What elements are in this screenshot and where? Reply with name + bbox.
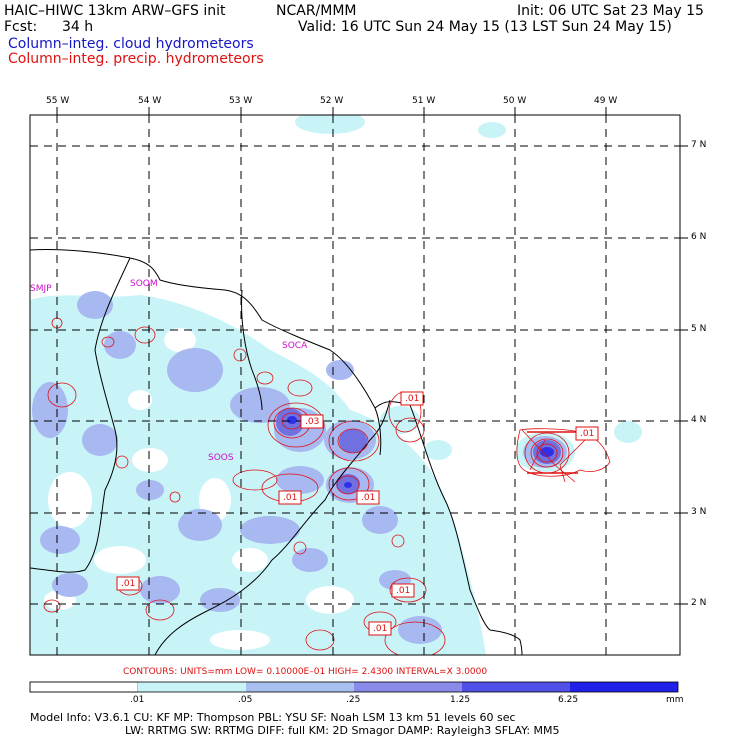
contour-label: .01 xyxy=(580,429,595,439)
lon-label: 49 W xyxy=(594,96,618,106)
init-time: Init: 06 UTC Sat 23 May 15 xyxy=(517,3,704,19)
lat-lon-grid xyxy=(30,115,680,655)
station-label: SOCA xyxy=(282,341,308,351)
forecast-label: Fcst: xyxy=(4,19,38,35)
contour-label: .01 xyxy=(283,493,298,503)
colorbar-tick: .01 xyxy=(130,695,145,705)
colorbar-tick: 1.25 xyxy=(450,695,471,705)
contour-label: .01 xyxy=(396,586,411,596)
lat-label: 4 N xyxy=(691,415,707,425)
contour-label: .03 xyxy=(305,417,320,427)
contour-info: CONTOURS: UNITS=mm LOW= 0.10000E–01 HIGH… xyxy=(123,667,488,677)
contour-label: .01 xyxy=(121,579,136,589)
contour-label: .01 xyxy=(405,394,420,404)
station-label: SOOS xyxy=(208,453,234,463)
organization-label: NCAR/MMM xyxy=(276,3,357,19)
lon-label: 53 W xyxy=(229,96,253,106)
station-label: SMJP xyxy=(30,284,52,294)
lon-label: 54 W xyxy=(138,96,162,106)
lon-label: 55 W xyxy=(46,96,70,106)
forecast-hours: 34 h xyxy=(62,19,94,35)
model-info-line2: LW: RRTMG SW: RRTMG DIFF: full KM: 2D Sm… xyxy=(125,724,560,737)
lon-label: 50 W xyxy=(503,96,527,106)
model-title: HAIC–HIWC 13km ARW–GFS init xyxy=(4,3,226,19)
lat-label: 2 N xyxy=(691,598,707,608)
field-cloud-label: Column–integ. cloud hydrometeors xyxy=(8,36,254,52)
model-info-line1: Model Info: V3.6.1 CU: KF MP: Thompson P… xyxy=(30,711,516,724)
colorbar-tick: .25 xyxy=(346,695,361,705)
lat-label: 7 N xyxy=(691,140,707,150)
valid-time: Valid: 16 UTC Sun 24 May 15 (13 LST Sun … xyxy=(298,19,672,35)
lat-label: 6 N xyxy=(691,232,707,242)
contour-label: .01 xyxy=(361,493,376,503)
lon-label: 51 W xyxy=(412,96,436,106)
map-frame xyxy=(29,114,681,656)
colorbar xyxy=(29,681,679,693)
lat-label: 3 N xyxy=(691,507,707,517)
station-label: SOOM xyxy=(130,279,158,289)
field-precip-label: Column–integ. precip. hydrometeors xyxy=(8,51,264,67)
lon-label: 52 W xyxy=(320,96,344,106)
contour-label: .01 xyxy=(373,624,388,634)
colorbar-tick: .05 xyxy=(238,695,253,705)
colorbar-units: mm xyxy=(666,695,684,705)
lat-label: 5 N xyxy=(691,324,707,334)
colorbar-tick: 6.25 xyxy=(558,695,579,705)
hydrometeor-shading xyxy=(30,115,642,655)
